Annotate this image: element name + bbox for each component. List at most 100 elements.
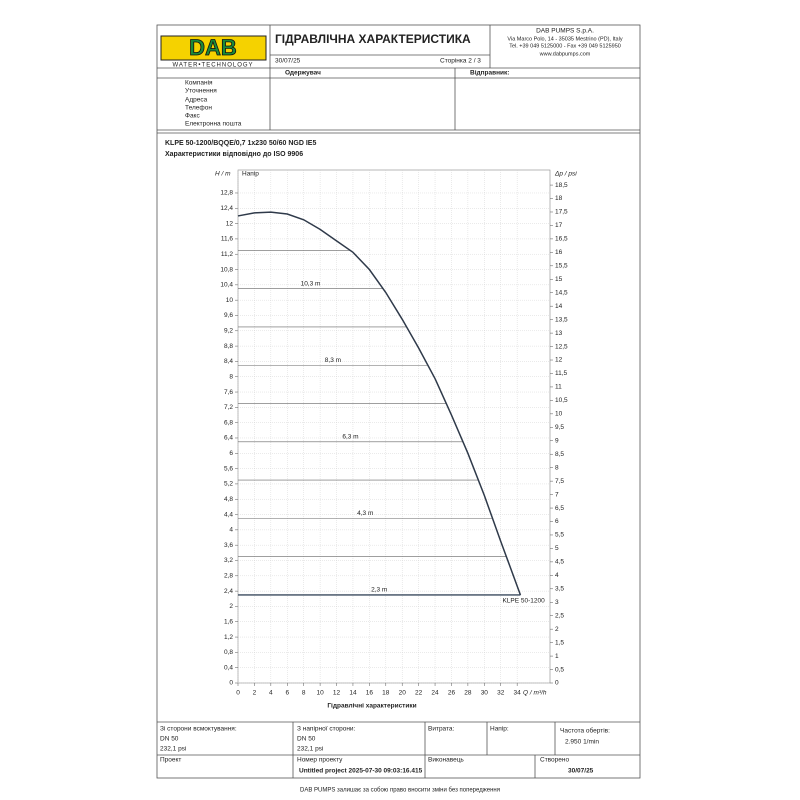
y-tick-label: 6	[229, 450, 233, 457]
y-tick-label: 10,8	[220, 266, 233, 273]
y-tick-label: 1,6	[224, 618, 233, 625]
y-tick-label: 0	[229, 680, 233, 687]
y-tick-label: 7,2	[224, 404, 233, 411]
y2-tick-label: 17	[555, 222, 563, 229]
y-tick-label: 12,4	[220, 205, 233, 212]
company-line: Via Marco Polo, 14 - 35035 Mestrino (PD)…	[507, 36, 622, 42]
cell: Зі сторони всмоктування:	[160, 725, 237, 733]
y2-tick-label: 1	[555, 653, 559, 660]
y2-tick-label: 10,5	[555, 397, 568, 404]
x-tick-label: 4	[269, 690, 273, 697]
x-label: Q / m³/h	[523, 690, 547, 697]
series-label: KLPE 50-1200	[502, 598, 545, 605]
field: Компанія	[185, 79, 213, 87]
y-tick-label: 8,4	[224, 358, 233, 365]
sender-label: Відправник:	[470, 69, 509, 77]
cell: З напірної сторони:	[297, 725, 356, 733]
field: Телефон	[185, 105, 212, 112]
y-tick-label: 0,4	[224, 664, 233, 671]
y-tick-label: 2,4	[224, 588, 233, 595]
x-tick-label: 22	[415, 690, 423, 697]
y-tick-label: 2	[229, 603, 233, 610]
system-line-label: 2,3 m	[371, 587, 387, 594]
page-number: Сторінка 2 / 3	[440, 57, 481, 65]
x-tick-label: 12	[333, 690, 341, 697]
x-tick-label: 14	[349, 690, 357, 697]
y2-tick-label: 12,5	[555, 343, 568, 350]
cell: Частота обертів:	[560, 727, 610, 735]
plot-area	[237, 169, 551, 684]
y-tick-label: 4,8	[224, 496, 233, 503]
y2-tick-label: 14,5	[555, 289, 568, 296]
company-line: Tel. +39 049 5125000 - Fax +39 049 51259…	[509, 43, 621, 49]
y2-tick-label: 11	[555, 384, 562, 391]
y-tick-label: 8,8	[224, 343, 233, 350]
y-tick-label: 6,8	[224, 419, 233, 426]
logo: DAB WATER•TECHNOLOGY	[160, 34, 267, 69]
cell: 232,1 psi	[160, 746, 186, 753]
x-tick-label: 20	[399, 690, 407, 697]
x-title: Гідравлічні характеристики	[327, 702, 416, 710]
doc-title: ГІДРАВЛІЧНА ХАРАКТЕРИСТИКА	[275, 32, 471, 46]
system-line-label: 10,3 m	[301, 280, 321, 287]
y2-tick-label: 0,5	[555, 666, 564, 673]
y-tick-label: 11,6	[221, 236, 234, 243]
x-tick-label: 24	[431, 690, 439, 697]
y2-tick-label: 16	[555, 249, 563, 256]
y-tick-label: 3,2	[224, 557, 233, 564]
y2-tick-label: 18,5	[555, 182, 568, 189]
y-tick-label: 1,2	[224, 634, 233, 641]
x-tick-label: 28	[464, 690, 472, 697]
y2-tick-label: 6,5	[555, 505, 564, 512]
y-tick-label: 4	[229, 527, 233, 534]
logo-tagline: WATER•TECHNOLOGY	[172, 63, 253, 69]
recipient-label: Одержувач	[285, 70, 321, 77]
y-tick-label: 7,6	[224, 389, 233, 396]
cell: 232,1 psi	[297, 746, 323, 753]
x-tick-label: 10	[316, 690, 324, 697]
y2-tick-label: 2,5	[555, 612, 564, 619]
y-tick-label: 3,6	[224, 542, 233, 549]
cell: Створено	[540, 757, 569, 764]
y-tick-label: 2,8	[224, 573, 233, 580]
cell: DN 50	[160, 736, 179, 743]
y2-tick-label: 1,5	[555, 639, 564, 646]
system-line-label: 8,3 m	[325, 357, 341, 364]
y2-tick-label: 18	[555, 195, 563, 202]
x-tick-label: 34	[514, 690, 522, 697]
x-tick-label: 0	[236, 690, 240, 697]
company-line: www.dabpumps.com	[539, 51, 591, 57]
field: Електронна пошта	[185, 121, 242, 128]
y2-tick-label: 5,5	[555, 532, 564, 539]
y2-label: Δp / psi	[554, 171, 577, 178]
y2-tick-label: 8,5	[555, 451, 564, 458]
cell: Виконавець	[428, 757, 464, 764]
y2-tick-label: 2	[555, 626, 559, 633]
y2-tick-label: 14	[555, 303, 563, 310]
y2-tick-label: 0	[555, 680, 559, 687]
y2-tick-label: 13,5	[555, 316, 568, 323]
y-tick-label: 12	[226, 220, 234, 227]
y2-tick-label: 9,5	[555, 424, 564, 431]
field: Факс	[185, 113, 200, 120]
x-tick-label: 26	[448, 690, 456, 697]
logo-text: DAB	[189, 35, 237, 60]
x-tick-label: 18	[382, 690, 390, 697]
y-tick-label: 11,2	[221, 251, 234, 258]
field: Уточнення	[185, 88, 217, 95]
y-tick-label: 9,2	[224, 328, 233, 335]
y-tick-label: 9,6	[224, 312, 233, 319]
field: Адреса	[185, 97, 208, 104]
x-tick-label: 32	[497, 690, 505, 697]
company-line: DAB PUMPS S.p.A.	[536, 28, 594, 35]
date: 30/07/25	[275, 58, 301, 65]
cell: Untitled project 2025-07-30 09:03:16.415	[299, 768, 423, 775]
y2-tick-label: 7	[555, 491, 559, 498]
y2-tick-label: 3,5	[555, 586, 564, 593]
product-subtitle: Характеристики відповідно до ISO 9906	[165, 150, 303, 158]
frame	[156, 24, 641, 779]
pump-curve	[237, 211, 522, 596]
x-tick-label: 8	[302, 690, 306, 697]
x-tick-label: 30	[481, 690, 489, 697]
